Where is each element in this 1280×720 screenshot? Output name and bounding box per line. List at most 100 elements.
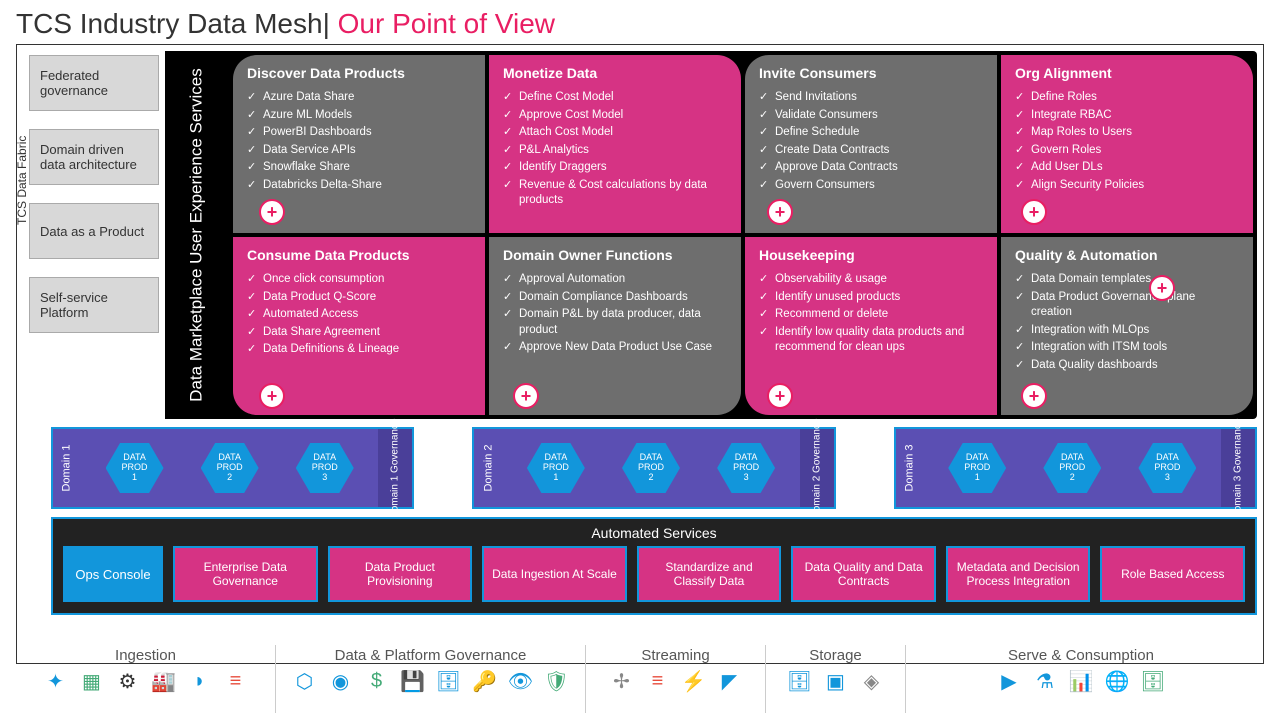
card-item: Validate Consumers [759,107,983,125]
card-item: Approve Data Contracts [759,159,983,177]
bolt-icon: ⚡ [681,668,707,694]
plus-connector: + [259,199,285,225]
data-prod-hex: DATAPROD3 [296,443,354,493]
flag-icon: ◤ [717,668,743,694]
service-box-1: Data Product Provisioning [328,546,473,602]
service-box-4: Data Quality and Data Contracts [791,546,936,602]
key-icon: 🔑 [472,668,498,694]
money-icon: $ [364,668,390,694]
hub-icon: ✢ [609,668,635,694]
chart-icon: 📊 [1068,668,1094,694]
card-title: Domain Owner Functions [503,247,727,263]
card-item: Domain P&L by data producer, data produc… [503,306,727,339]
left-box-2: Data as a Product [29,203,159,259]
domain-block-2: Domain 3DATAPROD1DATAPROD2DATAPROD3Domai… [894,427,1257,509]
page-title: TCS Industry Data Mesh| Our Point of Vie… [0,0,1280,44]
card-item: Integration with MLOps [1015,322,1239,340]
domain-label: Domain 1 [53,462,81,474]
card-item: Databricks Delta-Share [247,177,471,195]
data-prod-hex: DATAPROD1 [527,443,585,493]
shield-icon: 🛡 [544,668,570,694]
service-box-2: Data Ingestion At Scale [482,546,627,602]
bottom-cat-2: Streaming✢≡⚡◤ [586,645,766,713]
card-title: Org Alignment [1015,65,1239,81]
service-box-5: Metadata and Decision Process Integratio… [946,546,1091,602]
flask-icon: ⚗ [1032,668,1058,694]
card-title: Housekeeping [759,247,983,263]
card-item: Add User DLs [1015,159,1239,177]
cards-grid: Discover Data Products Azure Data ShareAz… [229,51,1257,419]
domain-block-1: Domain 2DATAPROD1DATAPROD2DATAPROD3Domai… [472,427,835,509]
bottom-cat-0: Ingestion✦ ▦ ⚙ 🏭 ◗ ≡ [16,645,276,713]
cyl2-icon: 🗄 [1140,668,1166,694]
domain-gov: Domain 2 Governance [800,429,834,507]
service-box-6: Role Based Access [1100,546,1245,602]
card-item: Azure Data Share [247,89,471,107]
data-prod-hex: DATAPROD2 [201,443,259,493]
card-item: Approval Automation [503,271,727,289]
card-1: Monetize DataDefine Cost ModelApprove Co… [489,55,741,233]
arrow-icon: ▶ [996,668,1022,694]
gauge-icon: ◉ [328,668,354,694]
fabric-label: TCS Data Fabric [15,136,29,225]
data-prod-hex: DATAPROD1 [948,443,1006,493]
card-item: Snowflake Share [247,159,471,177]
card-item: Attach Cost Model [503,124,727,142]
domain-label: Domain 3 [896,462,924,474]
bcat-title: Data & Platform Governance [288,647,573,668]
bcat-title: Storage [778,647,893,668]
card-item: PowerBI Dashboards [247,124,471,142]
pipe-icon: ◗ [187,668,213,694]
ops-console: Ops Console [63,546,163,602]
domain-gov: Domain 3 Governance [1221,429,1255,507]
card-title: Discover Data Products [247,65,471,81]
plus-connector: + [1021,199,1047,225]
bottom-cat-3: Storage🗄▣◈ [766,645,906,713]
auto-title: Automated Services [63,523,1245,546]
eye-icon: 👁 [508,668,534,694]
card-item: Data Product Q-Score [247,289,471,307]
card-item: Govern Roles [1015,142,1239,160]
bottom-cat-1: Data & Platform Governance⬡◉$💾🗄🔑👁🛡 [276,645,586,713]
plus-connector: + [767,383,793,409]
bcat-title: Streaming [598,647,753,668]
card-item: Identify low quality data products and r… [759,324,983,357]
card-item: Azure ML Models [247,107,471,125]
card-item: Revenue & Cost calculations by data prod… [503,177,727,210]
left-box-0: Federated governance [29,55,159,111]
plus-connector: + [1149,275,1175,301]
cube-icon: ◈ [859,668,885,694]
card-item: Integrate RBAC [1015,107,1239,125]
card-item: Once click consumption [247,271,471,289]
card-item: Recommend or delete [759,306,983,324]
stack-icon: ≡ [223,668,249,694]
card-item: Integration with ITSM tools [1015,339,1239,357]
domains-row: Domain 1 DATAPROD1 DATAPROD2 DATAPROD3 Domai… [51,427,1257,509]
factory-icon: 🏭 [151,668,177,694]
plus-connector: + [1021,383,1047,409]
service-box-0: Enterprise Data Governance [173,546,318,602]
bcat-title: Ingestion [28,647,263,668]
card-item: Map Roles to Users [1015,124,1239,142]
plus-connector: + [513,383,539,409]
card-item: Define Cost Model [503,89,727,107]
bottom-cat-4: Serve & Consumption▶⚗📊🌐🗄 [906,645,1256,713]
card-item: P&L Analytics [503,142,727,160]
left-box-1: Domain driven data architecture [29,129,159,185]
card-item: Approve New Data Product Use Case [503,339,727,357]
fork-icon: ⚙ [115,668,141,694]
title-prefix: TCS Industry Data Mesh [16,8,323,39]
card-item: Govern Consumers [759,177,983,195]
card-item: Create Data Contracts [759,142,983,160]
db-icon: 🗄 [436,668,462,694]
cylinder-icon: 🗄 [787,668,813,694]
left-box-3: Self-service Platform [29,277,159,333]
connect-icon: ✦ [43,668,69,694]
title-sep: | [323,8,338,39]
data-prod-hex: DATAPROD3 [717,443,775,493]
stream-icon: ▦ [79,668,105,694]
auto-row: Ops ConsoleEnterprise Data GovernanceDat… [63,546,1245,602]
card-item: Data Product Governance plane creation [1015,289,1239,322]
data-prod-hex: DATAPROD2 [1043,443,1101,493]
data-prod-hex: DATAPROD2 [622,443,680,493]
